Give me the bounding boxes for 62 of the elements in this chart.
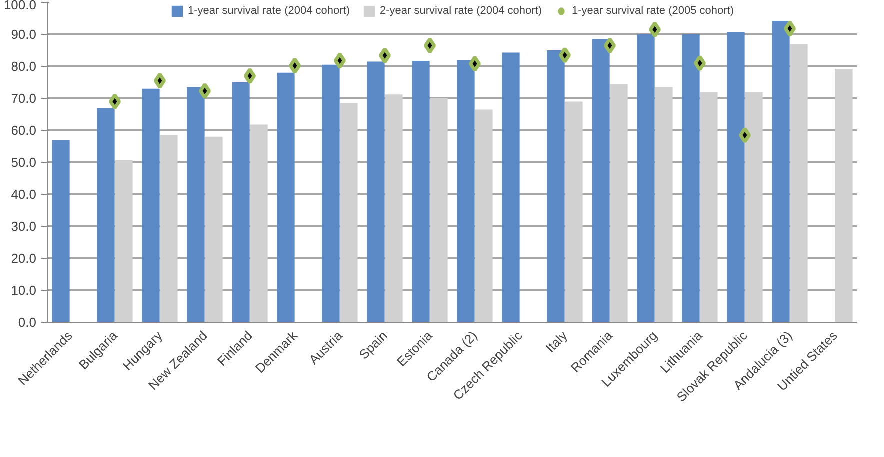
bar <box>205 136 223 322</box>
point <box>288 58 302 74</box>
bar <box>682 34 700 322</box>
bar <box>340 103 358 322</box>
bar <box>745 92 763 322</box>
bar <box>322 64 340 322</box>
bar <box>700 92 718 322</box>
bar <box>367 62 385 322</box>
point <box>108 93 122 110</box>
x-tick-label: Italy <box>542 328 571 356</box>
y-tick-label: 10.0 <box>11 283 37 298</box>
point <box>784 20 796 37</box>
y-tick-label: 30.0 <box>11 219 37 234</box>
point <box>424 37 436 54</box>
bar <box>475 110 493 322</box>
point <box>154 72 166 90</box>
bar <box>835 69 853 322</box>
y-tick-label: 50.0 <box>11 155 37 170</box>
bar <box>115 160 133 322</box>
point <box>244 68 256 84</box>
bar <box>727 32 745 322</box>
bar <box>160 135 178 322</box>
legend-label: 1-year survival rate (2004 cohort) <box>188 4 350 18</box>
point <box>468 56 482 72</box>
legend-label: 2-year survival rate (2004 cohort) <box>380 4 542 18</box>
y-tick-label: 40.0 <box>11 187 37 202</box>
bar <box>142 88 160 322</box>
y-tick-label: 90.0 <box>11 27 37 42</box>
bar <box>187 87 205 322</box>
y-tick-label: 0.0 <box>18 315 37 330</box>
bar <box>430 98 448 322</box>
bar <box>277 72 295 322</box>
bar <box>547 50 565 322</box>
point <box>694 55 706 72</box>
y-tick-label: 70.0 <box>11 91 37 106</box>
point <box>558 47 572 64</box>
bar <box>52 140 70 322</box>
bar <box>592 39 610 322</box>
bar <box>457 60 475 322</box>
point <box>604 37 616 54</box>
legend-label: 1-year survival rate (2005 cohort) <box>572 4 734 18</box>
bar <box>637 34 655 322</box>
point <box>334 52 346 69</box>
point <box>198 82 212 100</box>
point <box>738 127 752 144</box>
bar <box>790 44 808 322</box>
point <box>378 47 392 64</box>
bar <box>97 108 115 322</box>
bar <box>502 52 520 322</box>
y-tick-label: 80.0 <box>11 59 37 74</box>
y-tick-label: 20.0 <box>11 251 37 266</box>
bar <box>610 84 628 322</box>
y-tick-label: 60.0 <box>11 123 37 138</box>
bar <box>655 87 673 322</box>
y-tick-label: 100.0 <box>4 0 37 12</box>
bar <box>565 102 583 322</box>
bar <box>232 82 250 322</box>
bar <box>385 94 403 322</box>
point <box>648 21 662 38</box>
bar <box>250 124 268 322</box>
bar <box>412 61 430 322</box>
bar <box>772 21 790 322</box>
